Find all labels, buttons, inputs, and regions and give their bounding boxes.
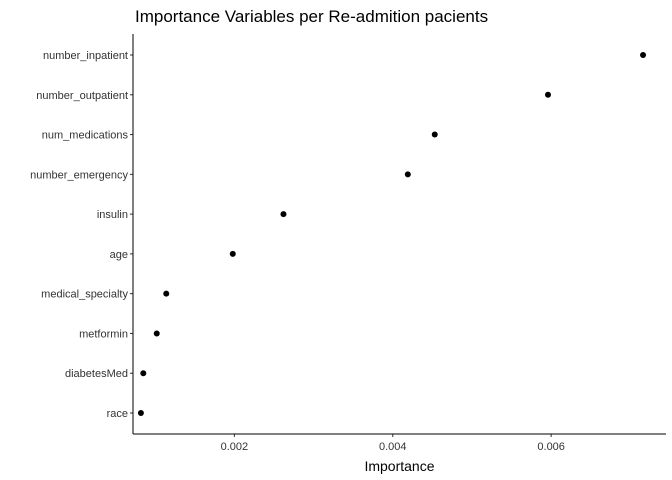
- data-point: [404, 171, 411, 178]
- data-point: [137, 410, 144, 416]
- data-point: [640, 52, 647, 58]
- data-point: [163, 290, 170, 297]
- y-tick-label: medical_specialty: [41, 289, 128, 301]
- data-point: [229, 250, 236, 257]
- data-points: [137, 52, 647, 416]
- y-tick-label: number_outpatient: [36, 90, 128, 102]
- x-tick-label: 0.006: [537, 441, 565, 453]
- y-tick-label: number_inpatient: [43, 50, 128, 62]
- x-tick-label: 0.004: [379, 441, 407, 453]
- y-tick-label: age: [110, 249, 128, 261]
- x-axis-labels: 0.002 0.004 0.006: [221, 441, 565, 453]
- y-tick-label: number_emergency: [30, 169, 128, 181]
- data-point: [431, 131, 438, 138]
- data-point: [153, 330, 160, 337]
- y-tick-label: metformin: [79, 328, 128, 340]
- y-axis-labels: number_inpatient number_outpatient num_med…: [30, 50, 128, 420]
- y-tick-label: race: [107, 408, 128, 420]
- x-axis-title: Importance: [364, 458, 434, 474]
- x-tick-label: 0.002: [221, 441, 249, 453]
- data-point: [140, 370, 147, 377]
- y-tick-label: diabetesMed: [65, 368, 128, 380]
- y-tick-label: insulin: [97, 209, 128, 221]
- y-tick-label: num_medications: [42, 130, 129, 142]
- data-point: [544, 91, 551, 98]
- chart-title: Importance Variables per Re-admition pac…: [135, 7, 488, 26]
- data-point: [280, 211, 287, 218]
